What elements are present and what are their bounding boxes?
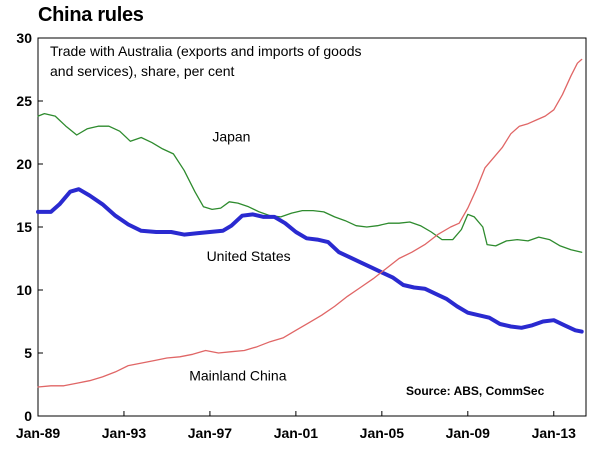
series-line-mainland-china <box>37 58 583 388</box>
y-tick-label: 15 <box>16 219 32 235</box>
chart-subtitle-line-2: and services), share, per cent <box>50 63 235 79</box>
annotations: Japan United States Mainland China <box>189 128 290 383</box>
plot-area <box>37 37 587 417</box>
x-tick-label: Jan-97 <box>188 425 233 441</box>
x-tick-label: Jan-09 <box>446 425 491 441</box>
x-tick-label: Jan-01 <box>274 425 319 441</box>
x-tick-label: Jan-13 <box>532 425 577 441</box>
series-annotation: United States <box>207 248 291 264</box>
series-group <box>36 58 584 388</box>
y-axis: 0 5 10 15 20 25 30 <box>16 30 43 424</box>
x-tick-label: Jan-89 <box>16 425 61 441</box>
y-tick-label: 0 <box>24 408 32 424</box>
y-tick-label: 20 <box>16 156 32 172</box>
series-annotation: Mainland China <box>189 368 286 384</box>
y-tick-label: 5 <box>24 345 32 361</box>
chart-title: China rules <box>38 4 144 26</box>
y-tick-label: 30 <box>16 30 32 46</box>
y-tick-label: 10 <box>16 282 32 298</box>
x-tick-label: Jan-05 <box>360 425 405 441</box>
series-annotation: Japan <box>212 128 250 144</box>
series-line-united-states <box>36 187 584 334</box>
y-tick-label: 25 <box>16 93 32 109</box>
x-tick-label: Jan-93 <box>102 425 147 441</box>
x-axis: Jan-89 Jan-93 Jan-97 Jan-01 Jan-05 Jan-09 Jan-… <box>16 411 576 441</box>
series-line-japan <box>37 112 583 253</box>
chart-subtitle-line-1: Trade with Australia (exports and import… <box>50 43 362 59</box>
source-note: Source: ABS, CommSec <box>406 384 545 398</box>
